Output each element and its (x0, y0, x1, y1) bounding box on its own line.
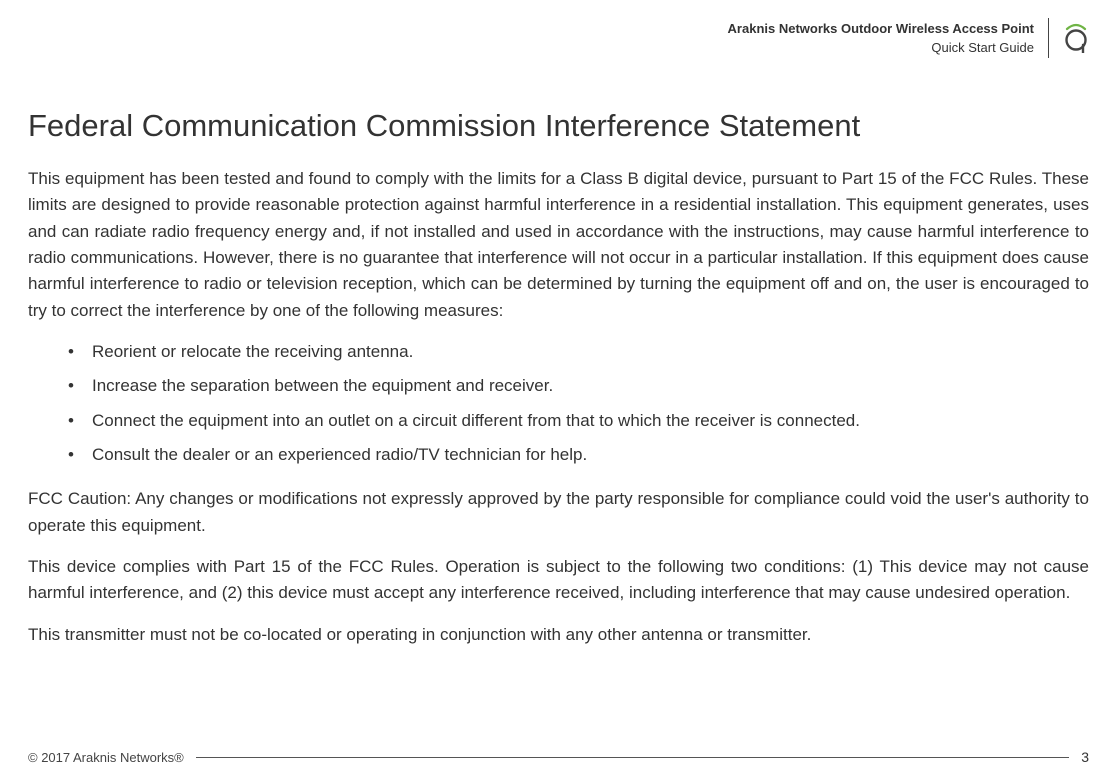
list-item: Consult the dealer or an experienced rad… (68, 442, 1089, 468)
copyright-text: © 2017 Araknis Networks® (28, 750, 184, 765)
document-header: Araknis Networks Outdoor Wireless Access… (28, 18, 1089, 58)
footer-rule (196, 757, 1069, 758)
page-number: 3 (1081, 749, 1089, 765)
body-content: This equipment has been tested and found… (28, 166, 1089, 648)
measures-list: Reorient or relocate the receiving anten… (68, 339, 1089, 468)
product-name: Araknis Networks Outdoor Wireless Access… (728, 19, 1034, 39)
list-item: Connect the equipment into an outlet on … (68, 408, 1089, 434)
caution-paragraph: FCC Caution: Any changes or modification… (28, 486, 1089, 539)
intro-paragraph: This equipment has been tested and found… (28, 166, 1089, 324)
header-divider (1048, 18, 1049, 58)
doc-type: Quick Start Guide (728, 38, 1034, 58)
transmitter-paragraph: This transmitter must not be co-located … (28, 622, 1089, 648)
brand-logo-icon (1063, 23, 1089, 53)
document-footer: © 2017 Araknis Networks® 3 (28, 749, 1089, 765)
list-item: Reorient or relocate the receiving anten… (68, 339, 1089, 365)
list-item: Increase the separation between the equi… (68, 373, 1089, 399)
header-text-block: Araknis Networks Outdoor Wireless Access… (728, 19, 1034, 58)
page-title: Federal Communication Commission Interfe… (28, 108, 1089, 144)
part15-paragraph: This device complies with Part 15 of the… (28, 554, 1089, 607)
